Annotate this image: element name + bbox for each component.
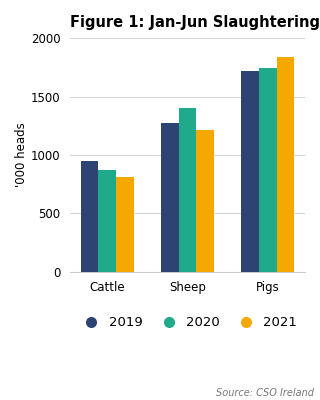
Text: Figure 1: Jan-Jun Slaughterings: Figure 1: Jan-Jun Slaughterings — [70, 15, 320, 30]
Bar — [179, 108, 196, 272]
Bar — [161, 123, 179, 272]
Bar — [277, 57, 294, 272]
Bar — [116, 177, 134, 272]
Bar — [259, 68, 277, 272]
Bar — [99, 170, 116, 272]
Y-axis label: '000 heads: '000 heads — [15, 122, 28, 187]
Bar — [241, 71, 259, 272]
Bar — [196, 130, 214, 272]
Legend: 2019, 2020, 2021: 2019, 2020, 2021 — [73, 311, 302, 334]
Bar — [81, 161, 99, 272]
Text: Source: CSO Ireland: Source: CSO Ireland — [216, 388, 314, 398]
